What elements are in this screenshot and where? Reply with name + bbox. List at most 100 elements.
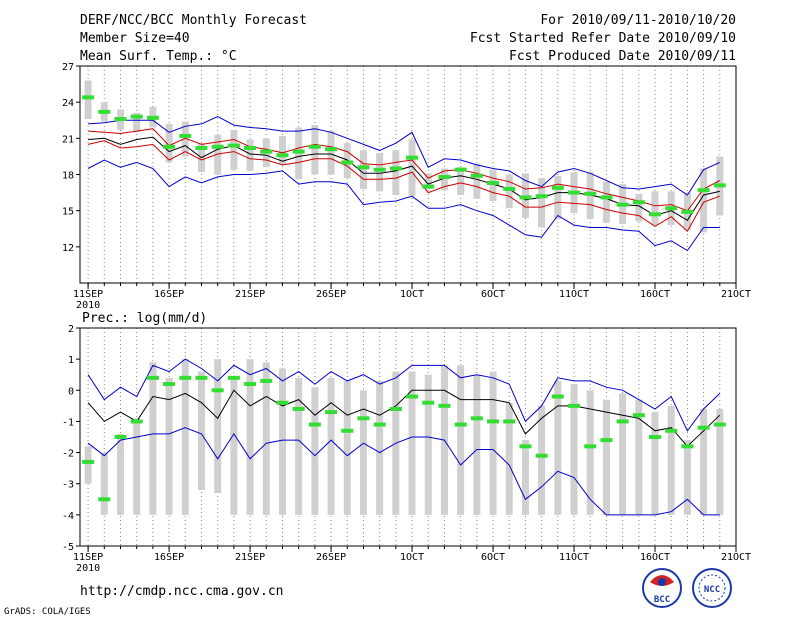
prec-spread-box <box>376 380 384 515</box>
prec-median-marker <box>163 382 176 387</box>
prec-median-marker <box>535 453 548 458</box>
prec-median-marker <box>422 400 435 405</box>
temp-ytick-label: 24 <box>62 98 74 109</box>
temp-spread-box <box>424 173 432 189</box>
temp-median-marker <box>308 144 321 149</box>
precip-panel-title: Prec.: log(mm/d) <box>82 311 207 326</box>
temp-median-marker <box>163 144 176 149</box>
prec-ytick-label: -3 <box>62 480 74 491</box>
prec-spread-box <box>133 418 141 515</box>
temp-median-marker <box>470 173 483 178</box>
temp-median-marker <box>697 188 710 193</box>
prec-median-marker <box>470 416 483 421</box>
prec-median-marker <box>519 444 532 449</box>
temp-spread-box <box>327 131 335 175</box>
temp-spread-box <box>408 139 416 197</box>
prec-spread-box <box>473 374 481 515</box>
temp-median-marker <box>260 149 273 154</box>
prec-spread-box <box>295 377 303 515</box>
prec-spread-box <box>700 408 708 515</box>
prec-spread-box <box>84 446 92 484</box>
prec-line-min <box>87 427 720 516</box>
temp-median-marker <box>487 180 500 185</box>
temp-median-marker <box>568 190 581 195</box>
prec-median-marker <box>438 403 451 408</box>
temp-spread-box <box>489 169 497 202</box>
prec-median-marker <box>389 406 402 411</box>
prec-median-marker <box>713 422 726 427</box>
prec-frame <box>79 327 737 547</box>
prec-spread-box <box>667 405 675 515</box>
temp-median-marker <box>130 114 143 119</box>
prec-median-marker <box>697 425 710 430</box>
prec-spread-box <box>586 390 594 515</box>
temp-xtick-label: 16OCT <box>640 289 670 300</box>
prec-spread-box <box>619 393 627 515</box>
temp-spread-box <box>457 167 465 195</box>
prec-ytick-label: 2 <box>68 324 74 335</box>
temp-median-marker <box>616 202 629 207</box>
temp-median-marker <box>179 133 192 138</box>
prec-line-max <box>87 358 721 432</box>
bcc-logo: BCC <box>642 568 682 608</box>
prec-median-marker <box>114 435 127 439</box>
temp-median-marker <box>632 200 645 205</box>
prec-median-marker <box>600 438 613 443</box>
prec-spread-box <box>521 440 529 515</box>
prec-spread-box <box>635 399 643 515</box>
prec-xtick-label: 21SEP <box>235 552 265 563</box>
temp-spread-box <box>165 123 173 163</box>
temp-median-marker <box>535 194 548 199</box>
prec-xtick-label: 11OCT <box>559 552 589 563</box>
prec-median-marker <box>454 422 467 427</box>
prec-median-marker <box>373 422 386 427</box>
prec-spread-box <box>457 365 465 515</box>
prec-median-marker <box>244 382 257 387</box>
prec-median-marker <box>632 413 645 418</box>
temp-median-marker <box>713 183 726 188</box>
prec-spread-box <box>716 408 724 515</box>
temp-median-marker <box>519 195 532 200</box>
prec-ytick-label: -1 <box>62 417 74 428</box>
temp-ytick-label: 15 <box>62 207 74 218</box>
temp-median-marker <box>341 160 354 165</box>
temp-median-marker <box>454 167 467 172</box>
website-url[interactable]: http://cmdp.ncc.cma.gov.cn <box>80 584 284 599</box>
prec-spread-box <box>100 452 108 515</box>
temp-spread-box <box>246 139 254 171</box>
temp-spread-box <box>392 150 400 195</box>
prec-spread-box <box>149 362 157 515</box>
temp-ytick-label: 21 <box>62 134 74 145</box>
prec-spread-box <box>343 380 351 515</box>
prec-spread-box <box>278 368 286 515</box>
temp-xtick-label: 11SEP <box>73 289 103 300</box>
prec-xtick-label: 6OCT <box>481 552 505 563</box>
temp-line-mean_plus_sd <box>88 128 721 212</box>
temp-median-marker <box>584 191 597 196</box>
prec-xtick-label: 1OCT <box>400 552 424 563</box>
temp-median-marker <box>292 149 305 154</box>
temp-xtick-label: 11OCT <box>559 289 589 300</box>
temp-spread-box <box>473 163 481 199</box>
prec-median-marker <box>503 419 516 424</box>
temp-ytick-label: 18 <box>62 171 74 182</box>
ncc-logo: NCC <box>692 568 732 608</box>
temp-median-marker <box>276 153 289 158</box>
prec-median-marker <box>276 400 289 405</box>
prec-xtick-label: 11SEP <box>73 552 103 563</box>
prec-median-marker <box>227 375 240 380</box>
temp-xtick-label: 1OCT <box>400 289 424 300</box>
temp-line-min <box>87 159 720 252</box>
temp-median-marker <box>98 109 111 114</box>
temp-xtick-sublabel: 2010 <box>76 300 100 311</box>
member-size: Member Size=40 <box>80 31 190 46</box>
prec-spread-box <box>602 399 610 515</box>
prec-xtick-label: 26SEP <box>316 552 346 563</box>
prec-median-marker <box>487 419 500 424</box>
temp-spread-box <box>278 135 286 165</box>
prec-median-marker <box>179 375 192 380</box>
prec-spread-box <box>683 440 691 515</box>
grads-credit: GrADS: COLA/IGES <box>4 607 91 617</box>
